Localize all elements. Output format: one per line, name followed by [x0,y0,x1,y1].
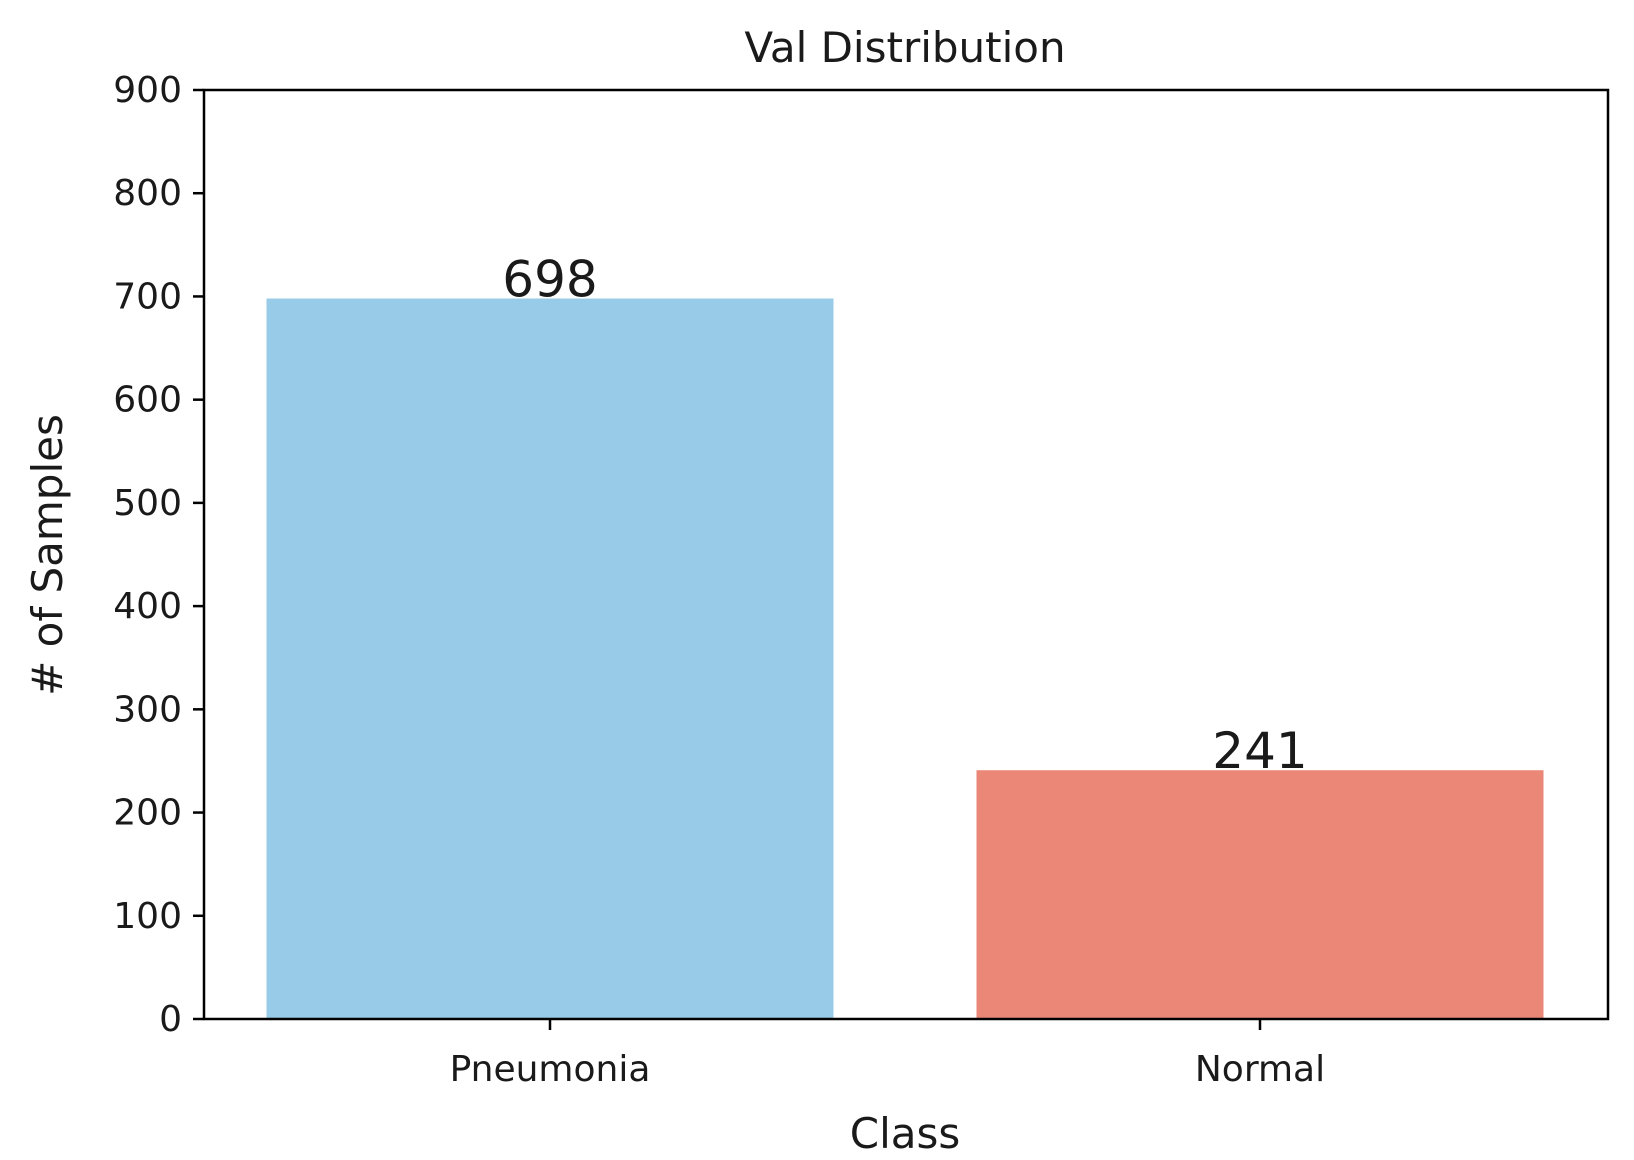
y-tick-label: 900 [113,70,182,111]
data-label-normal: 241 [1212,722,1307,780]
x-axis: Pneumonia Normal [450,1019,1325,1090]
y-tick-label: 600 [113,380,182,421]
data-labels-group: 698 241 [502,251,1307,781]
y-tick-label: 200 [113,793,182,834]
y-tick-label: 100 [113,896,182,937]
y-axis-title: # of Samples [23,414,72,696]
bars-group [266,298,1544,1019]
y-tick-label: 400 [113,586,182,627]
x-tick-label-pneumonia: Pneumonia [450,1049,651,1090]
bar-pneumonia [266,298,834,1019]
x-axis-title: Class [850,1109,961,1156]
y-tick-label: 800 [113,173,182,214]
y-tick-label: 500 [113,483,182,524]
x-tick-label-normal: Normal [1195,1049,1325,1090]
plot-frame [202,88,1610,1021]
y-tick-label: 300 [113,689,182,730]
y-axis: 0 100 200 300 400 500 600 700 800 900 [113,70,204,1040]
y-tick-label: 0 [159,999,182,1040]
bar-normal [976,770,1544,1019]
y-tick-label: 700 [113,276,182,317]
chart-title: Val Distribution [744,23,1065,72]
data-label-pneumonia: 698 [502,251,597,309]
